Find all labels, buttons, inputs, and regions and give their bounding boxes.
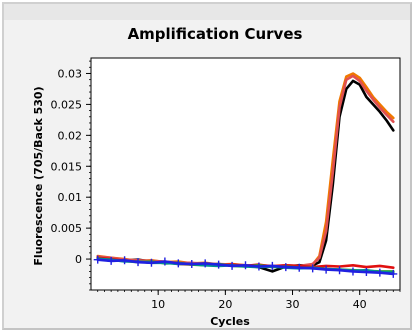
series-7-marker-4 — [134, 258, 143, 267]
series-7-marker-8 — [187, 260, 196, 269]
series-7-marker-2 — [107, 256, 116, 265]
series-7-marker-6 — [160, 257, 169, 266]
chart-title: Amplification Curves — [128, 25, 303, 43]
series-7-marker-23 — [389, 269, 398, 278]
series-7-marker-13 — [254, 262, 263, 271]
series-7-marker-3 — [120, 256, 129, 265]
y-tick-label-3: 0.01 — [58, 191, 83, 204]
series-7-marker-5 — [147, 258, 156, 267]
y-tick-label-7: 0.03 — [58, 67, 83, 80]
y-tick-label-5: 0.02 — [58, 129, 83, 142]
x-tick-label-1: 10 — [151, 298, 165, 311]
x-axis-label: Cycles — [210, 315, 250, 328]
series-7-marker-10 — [214, 260, 223, 269]
series-7-marker-16 — [295, 263, 304, 272]
series-7-marker-18 — [322, 265, 331, 274]
y-tick-label-6: 0.025 — [51, 98, 83, 111]
series-7-marker-15 — [281, 263, 290, 272]
x-tick-label-2: 20 — [218, 298, 232, 311]
plot-area — [91, 58, 400, 290]
y-tick-label-4: 0.015 — [51, 160, 83, 173]
series-7-marker-12 — [241, 261, 250, 270]
series-7-marker-22 — [375, 268, 384, 277]
series-7-marker-14 — [268, 261, 277, 270]
x-tick-label-4: 40 — [353, 298, 367, 311]
series-7-marker-11 — [228, 261, 237, 270]
x-tick-label-3: 30 — [286, 298, 300, 311]
series-7-marker-20 — [348, 267, 357, 276]
series-7-marker-17 — [308, 264, 317, 273]
series-7-marker-7 — [174, 259, 183, 268]
series-7-marker-1 — [93, 255, 102, 264]
y-axis-label: Fluorescence (705/Back 530) — [32, 86, 45, 265]
y-tick-label-2: 0.005 — [51, 222, 83, 235]
y-tick-label-1: 0 — [75, 253, 82, 266]
series-7-marker-19 — [335, 266, 344, 275]
series-7-marker-21 — [362, 268, 371, 277]
series-7-marker-9 — [201, 259, 210, 268]
panel-header-shade — [4, 4, 410, 20]
